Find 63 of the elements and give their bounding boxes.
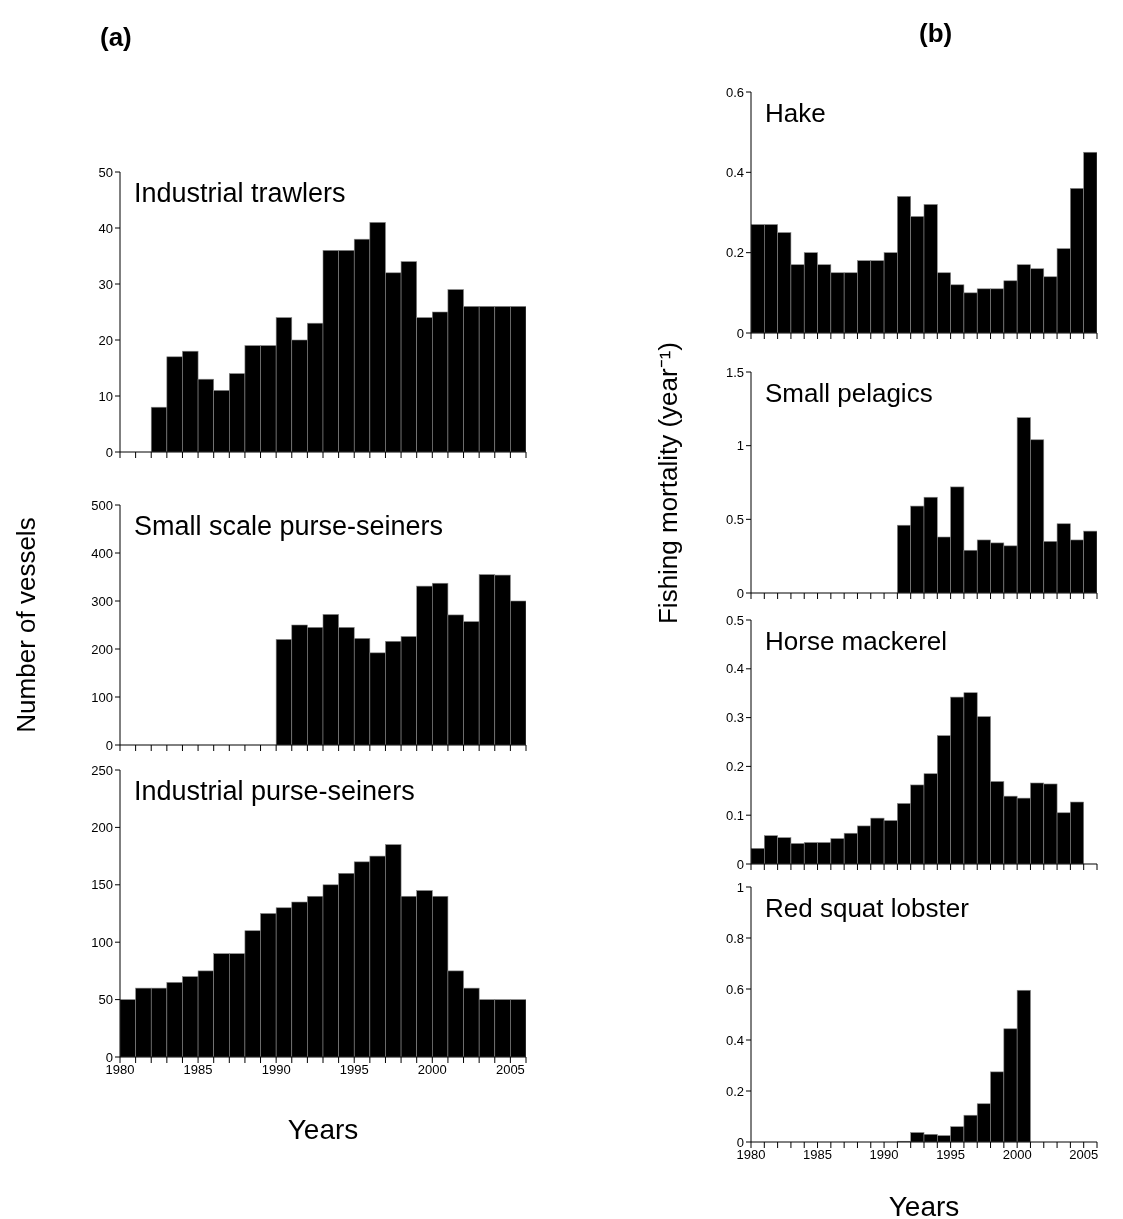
chart-title: Industrial purse-seiners: [134, 776, 415, 807]
chart-title: Red squat lobster: [765, 893, 969, 924]
y-tick-label: 1: [736, 879, 744, 895]
chart-title: Small pelagics: [765, 378, 933, 409]
x-tick-label: 1980: [105, 1062, 135, 1078]
y-tick-label: 0.3: [725, 710, 744, 726]
y-tick-label: 0.2: [725, 759, 744, 775]
y-tick-label: 0.4: [725, 1032, 744, 1048]
y-tick-label: 0.4: [725, 661, 744, 677]
y-tick-label: 50: [98, 164, 113, 180]
y-tick-label: 1.5: [725, 364, 744, 380]
y-tick-label: 200: [91, 820, 113, 836]
chart-title: Industrial trawlers: [134, 178, 346, 209]
y-axis-title: Number of vessels: [10, 517, 42, 733]
x-tick-label: 1980: [736, 1147, 766, 1163]
x-tick-label: 1995: [936, 1147, 966, 1163]
chart-title: Small scale purse-seiners: [134, 511, 444, 542]
y-axis-title: Fishing mortality (year⁻¹): [652, 341, 684, 624]
y-tick-label: 0.8: [725, 930, 744, 946]
y-tick-label: 0.6: [725, 84, 744, 100]
y-tick-label: 40: [98, 220, 113, 236]
y-tick-label: 0.5: [725, 612, 744, 628]
y-tick-label: 0.6: [725, 981, 744, 997]
y-tick-label: 0.2: [725, 1083, 744, 1099]
y-tick-label: 0.5: [725, 511, 744, 527]
y-tick-label: 0: [105, 737, 113, 753]
text: (b): [919, 18, 953, 49]
y-tick-label: 30: [98, 276, 113, 292]
y-tick-label: 1: [736, 438, 744, 454]
y-tick-label: 0: [736, 1134, 744, 1150]
chart-title: Horse mackerel: [765, 626, 948, 657]
x-tick-label: 1995: [339, 1062, 369, 1078]
y-tick-label: 10: [98, 388, 113, 404]
y-tick-label: 0: [736, 585, 744, 601]
y-tick-label: 200: [91, 641, 113, 657]
y-tick-label: 0: [736, 856, 744, 872]
y-tick-label: 0: [736, 325, 744, 341]
y-tick-label: 0.2: [725, 245, 744, 261]
x-tick-label: 1990: [869, 1147, 899, 1163]
y-tick-label: 100: [91, 934, 113, 950]
text: (a): [100, 22, 132, 53]
x-tick-label: 2005: [1069, 1147, 1099, 1163]
y-tick-label: 300: [91, 593, 113, 609]
x-tick-label: 2000: [1002, 1147, 1032, 1163]
x-tick-label: 1985: [803, 1147, 832, 1163]
y-tick-label: 400: [91, 545, 113, 561]
y-tick-label: 0: [105, 444, 113, 460]
y-tick-label: 20: [98, 332, 113, 348]
y-tick-label: 0: [105, 1049, 113, 1065]
y-tick-label: 150: [91, 877, 113, 893]
y-tick-label: 250: [91, 762, 113, 778]
y-tick-label: 100: [91, 689, 113, 705]
y-tick-label: 0.1: [725, 807, 744, 823]
x-axis-title: Years: [287, 1114, 359, 1145]
y-tick-label: 50: [98, 992, 113, 1008]
y-tick-label: 500: [91, 497, 113, 513]
x-tick-label: 1990: [261, 1062, 291, 1078]
y-tick-label: 0.4: [725, 164, 744, 180]
x-tick-label: 1985: [183, 1062, 213, 1078]
chart-title: Hake: [765, 98, 826, 129]
x-tick-label: 2005: [495, 1062, 525, 1078]
x-tick-label: 2000: [417, 1062, 447, 1078]
x-axis-title: Years: [888, 1191, 960, 1219]
